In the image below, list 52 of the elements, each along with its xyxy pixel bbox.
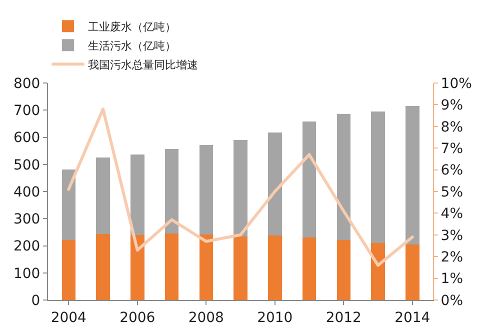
bar [234,236,248,300]
bar [406,106,420,244]
line-series [67,108,414,267]
bar [234,140,248,237]
legend-label: 工业废水（亿吨） [88,20,176,34]
bar [268,236,282,300]
x-tick-label: 2010 [257,310,293,326]
bar [302,121,316,238]
bar [268,132,282,236]
y2-tick-label: 8% [440,119,464,136]
y2-tick-label: 3% [440,228,464,244]
y-tick-label: 0 [31,292,40,309]
y2-tick-label: 6% [440,162,464,179]
bar [62,169,76,240]
y2-tick-label: 4% [440,206,464,222]
legend-label: 生活污水（亿吨） [88,39,176,52]
y-tick-label: 300 [13,212,40,228]
y2-tick-label: 5% [440,184,464,200]
bar [336,240,350,300]
y2-tick-label: 0% [440,292,464,309]
bar [164,148,179,234]
bar [96,158,110,234]
y2-tick-label: 1% [440,271,464,288]
bar [406,244,420,300]
bar [62,240,76,300]
y2-tick-label: 7% [440,141,464,157]
bar [96,234,110,300]
y-tick-label: 200 [13,238,40,255]
y2-tick-label: 9% [440,98,464,114]
bar [199,234,213,300]
bar [130,234,144,300]
bar [371,111,385,244]
y2-tick-label: 2% [440,250,464,266]
y-tick-label: 800 [13,76,40,92]
x-tick-label: 2012 [326,310,362,326]
bar [130,154,144,235]
y2-tick-label: 10% [440,76,472,92]
y-tick-label: 700 [13,103,40,120]
bar [199,144,213,234]
bar [371,243,385,300]
x-tick-label: 2004 [50,310,87,326]
bar [164,233,179,300]
x-tick-label: 2014 [394,310,430,326]
x-tick-label: 2008 [188,310,224,326]
bar [302,237,316,300]
legend-label: 我国污水总量同比增速 [88,58,198,72]
y-tick-label: 500 [13,157,40,174]
y-tick-label: 600 [13,130,40,146]
bar [336,114,350,240]
y-tick-label: 100 [13,266,40,282]
x-tick-label: 2006 [120,310,156,326]
y-tick-label: 400 [13,184,40,200]
